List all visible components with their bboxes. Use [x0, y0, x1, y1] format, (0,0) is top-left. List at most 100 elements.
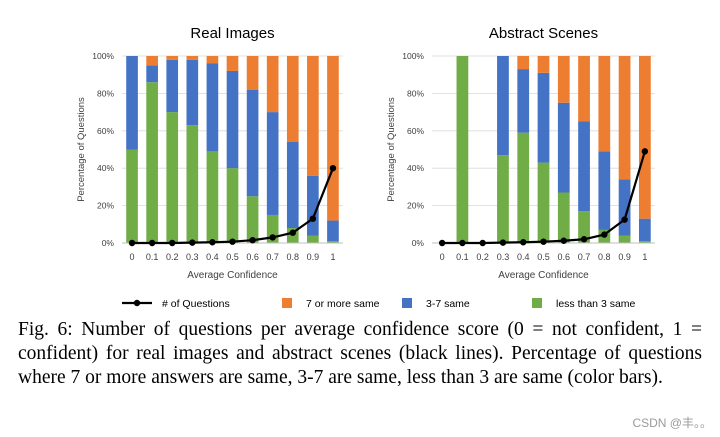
x-tick-label: 0.8 — [598, 252, 611, 262]
legend-color-swatch — [532, 298, 542, 308]
bar-3-7-same — [166, 59, 179, 113]
x-tick-label: 0.6 — [246, 252, 259, 262]
question-count-point — [621, 216, 628, 223]
bar-less-than-3-same — [537, 162, 550, 243]
legend-item: # of Questions — [122, 298, 230, 310]
bar-3-7-same — [327, 220, 339, 242]
bar-7-or-more-same — [557, 56, 570, 103]
bar-3-7-same — [146, 65, 158, 83]
bar-7-or-more-same — [327, 56, 339, 221]
x-tick-label: 0.1 — [146, 252, 159, 262]
question-count-point — [641, 148, 649, 155]
x-tick-label: 0.6 — [558, 252, 571, 262]
bar-less-than-3-same — [497, 155, 509, 243]
question-count-point — [249, 236, 256, 244]
y-axis-title: Percentage of Questions — [386, 97, 397, 202]
y-tick-label: 0% — [102, 238, 115, 248]
bar-less-than-3-same — [307, 235, 319, 243]
legend-marker — [133, 299, 141, 307]
bar-3-7-same — [578, 121, 590, 212]
legend-label: less than 3 same — [556, 298, 636, 310]
bar-3-7-same — [126, 56, 138, 150]
bar-3-7-same — [246, 89, 259, 197]
question-count-point — [169, 239, 176, 247]
bar-3-7-same — [266, 112, 279, 215]
bar-3-7-same — [598, 151, 611, 230]
x-tick-label: 0.5 — [537, 252, 550, 262]
y-axis-title: Percentage of Questions — [76, 97, 87, 202]
question-count-point — [309, 215, 317, 222]
question-count-point — [289, 229, 296, 236]
legend-item: 7 or more same — [282, 298, 380, 310]
question-count-point — [459, 239, 466, 247]
question-count-point — [438, 239, 446, 247]
bar-3-7-same — [618, 179, 631, 236]
bar-7-or-more-same — [266, 56, 279, 113]
figure-caption: Fig. 6: Number of questions per average … — [18, 319, 702, 388]
x-tick-label: 0.4 — [517, 252, 530, 262]
bar-7-or-more-same — [286, 56, 299, 143]
bar-3-7-same — [517, 69, 530, 133]
question-count-point — [499, 239, 507, 246]
figure-charts: Real Images0%20%40%60%80%100%Percentage … — [76, 25, 655, 281]
y-tick-label: 80% — [97, 88, 114, 98]
bar-3-7-same — [537, 72, 550, 163]
bar-7-or-more-same — [598, 56, 611, 152]
legend-label: # of Questions — [162, 298, 230, 310]
bar-3-7-same — [186, 59, 199, 126]
bar-less-than-3-same — [226, 168, 239, 243]
bar-7-or-more-same — [146, 56, 158, 66]
bar-7-or-more-same — [618, 56, 631, 180]
legend-color-swatch — [282, 298, 292, 308]
x-tick-label: 0 — [440, 252, 445, 262]
x-tick-label: 0 — [130, 252, 135, 262]
question-count-point — [269, 234, 276, 241]
x-tick-label: 0.3 — [497, 252, 510, 262]
x-tick-label: 0.3 — [186, 252, 199, 262]
question-count-point — [148, 239, 156, 247]
y-tick-label: 100% — [402, 51, 424, 61]
y-tick-label: 100% — [92, 51, 114, 61]
x-tick-label: 0.8 — [287, 252, 300, 262]
bar-less-than-3-same — [517, 132, 530, 243]
chart-legend: # of Questions 7 or more same 3-7 same less… — [122, 298, 636, 310]
chart-abstract-scenes: Abstract Scenes 0% 20% 40% 60% 80% 100% Percent… — [386, 25, 655, 281]
bar-3-7-same — [638, 218, 651, 242]
x-tick-label: 0.7 — [578, 252, 591, 262]
bar-3-7-same — [226, 70, 239, 169]
x-tick-label: 0.9 — [618, 252, 631, 262]
bar-3-7-same — [497, 56, 509, 156]
x-tick-label: 1 — [642, 252, 647, 262]
question-count-point — [189, 239, 196, 246]
bar-3-7-same — [206, 63, 219, 152]
bar-7-or-more-same — [578, 56, 590, 122]
bar-less-than-3-same — [126, 149, 138, 243]
bar-7-or-more-same — [246, 56, 259, 90]
bar-less-than-3-same — [166, 112, 179, 243]
bar-7-or-more-same — [206, 56, 219, 64]
bar-3-7-same — [307, 175, 319, 236]
legend-item: 3-7 same — [402, 298, 470, 310]
bar-less-than-3-same — [557, 192, 570, 243]
x-tick-label: 1 — [330, 252, 335, 262]
bar-less-than-3-same — [578, 211, 590, 243]
legend-label: 7 or more same — [306, 298, 380, 310]
y-tick-label: 60% — [97, 126, 114, 136]
bar-less-than-3-same — [146, 82, 158, 244]
x-tick-label: 0.1 — [456, 252, 469, 262]
bar-less-than-3-same — [206, 151, 219, 243]
y-tick-label: 0% — [412, 238, 425, 248]
legend-item: less than 3 same — [532, 298, 636, 310]
bar-7-or-more-same — [166, 56, 179, 60]
watermark: CSDN @丰。。 — [632, 416, 712, 430]
question-count-point — [128, 239, 136, 247]
bar-7-or-more-same — [638, 56, 651, 219]
question-count-point — [580, 236, 588, 243]
x-tick-label: 0.7 — [266, 252, 279, 262]
bar-less-than-3-same — [327, 241, 339, 243]
question-count-point — [560, 237, 567, 244]
x-tick-label: 0.2 — [476, 252, 489, 262]
bar-7-or-more-same — [186, 56, 199, 60]
y-tick-label: 20% — [97, 201, 114, 211]
question-count-point — [209, 239, 216, 246]
